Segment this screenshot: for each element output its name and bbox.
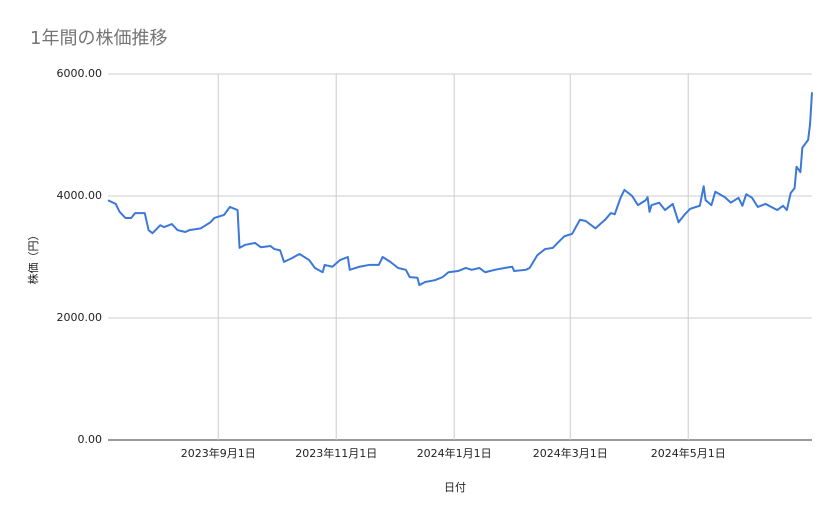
x-tick-label: 2023年9月1日 <box>181 446 256 460</box>
y-axis-label: 株価（円） <box>26 230 40 285</box>
x-tick-label: 2024年1月1日 <box>417 446 492 460</box>
y-tick-label: 6000.00 <box>57 67 103 80</box>
chart-title: 1年間の株価推移 <box>30 28 167 49</box>
y-tick-label: 4000.00 <box>57 189 103 202</box>
x-tick-label: 2023年11月1日 <box>295 446 377 460</box>
line <box>107 92 813 287</box>
x-axis-label: 日付 <box>444 481 466 494</box>
y-tick-label: 2000.00 <box>57 311 103 324</box>
y-tick-label: 0.00 <box>78 433 103 446</box>
x-tick-label: 2024年3月1日 <box>533 446 608 460</box>
x-tick-label: 2024年5月1日 <box>651 446 726 460</box>
